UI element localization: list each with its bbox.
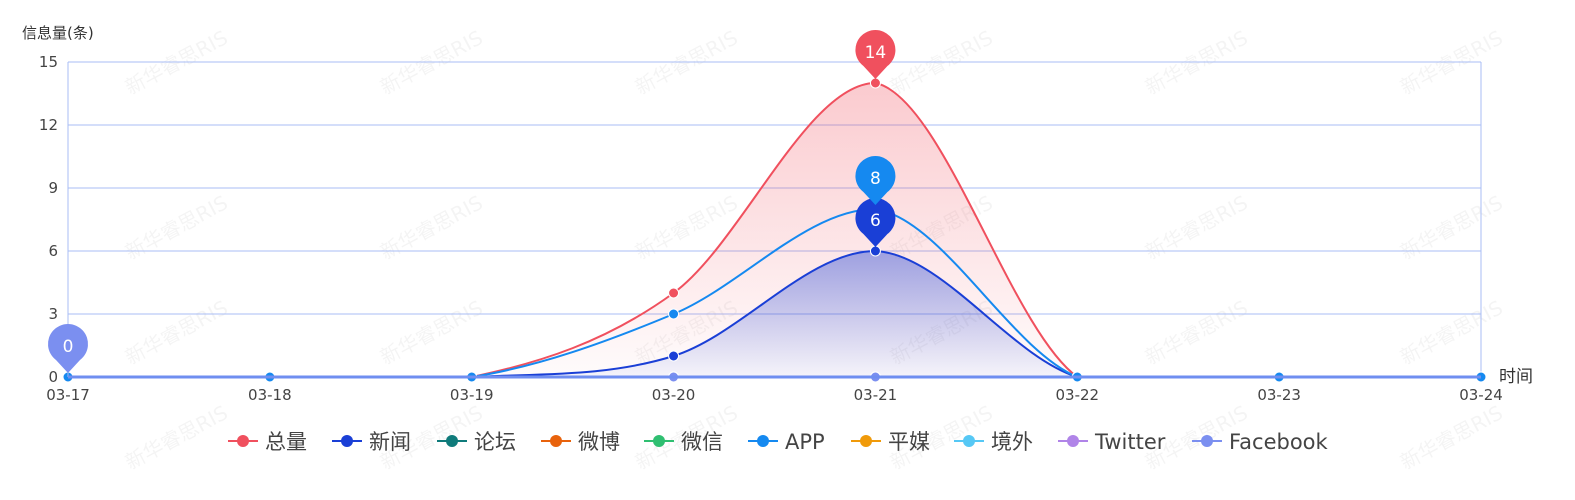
legend-item[interactable]: Twitter — [1058, 430, 1166, 454]
legend-dot-icon — [653, 435, 665, 447]
legend-label: Twitter — [1094, 430, 1166, 454]
value-marker-pin: 0 — [48, 324, 88, 373]
legend-label: 新闻 — [369, 430, 411, 454]
watermark-text: 新华睿思RIS — [376, 190, 487, 264]
legend-label: 总量 — [265, 430, 307, 454]
legend-label: Facebook — [1229, 430, 1329, 454]
legend-item[interactable]: 新闻 — [332, 430, 411, 454]
pin-value-label: 6 — [870, 211, 881, 231]
x-tick-label: 03-18 — [248, 386, 292, 404]
legend-item[interactable]: 境外 — [954, 430, 1033, 454]
series-area — [68, 83, 1481, 377]
y-tick-label: 0 — [48, 368, 58, 386]
watermark-text: 新华睿思RIS — [1396, 400, 1507, 474]
legend-label: 微信 — [681, 430, 723, 454]
pin-shape — [48, 324, 88, 373]
legend-dot-icon — [237, 435, 249, 447]
watermark-text: 新华睿思RIS — [1396, 190, 1507, 264]
value-marker-pin: 6 — [855, 197, 896, 247]
x-tick-label: 03-24 — [1459, 386, 1503, 404]
watermark-text: 新华睿思RIS — [1141, 295, 1252, 369]
y-tick-label: 15 — [39, 53, 58, 71]
y-tick-label: 3 — [48, 305, 58, 323]
watermark-text: 新华睿思RIS — [376, 295, 487, 369]
value-marker-pin: 14 — [855, 30, 896, 79]
data-point — [668, 308, 680, 320]
pin-value-label: 8 — [870, 169, 881, 189]
data-point — [869, 77, 881, 89]
x-tick-label: 03-20 — [652, 386, 696, 404]
pin-shape — [855, 155, 896, 205]
data-point — [668, 287, 680, 299]
y-tick-label: 9 — [48, 179, 58, 197]
legend-item[interactable]: APP — [748, 430, 825, 454]
x-tick-label: 03-19 — [450, 386, 494, 404]
legend: 总量 新闻 论坛 微博 微信 APP 平媒 境外 Twitter Facebook — [228, 430, 1329, 454]
x-tick-label: 03-21 — [854, 386, 898, 404]
pin-value-label: 0 — [63, 337, 74, 357]
watermark-text: 新华睿思RIS — [1141, 190, 1252, 264]
pin-shape — [855, 30, 896, 79]
legend-item[interactable]: 论坛 — [437, 430, 516, 454]
legend-item[interactable]: 微信 — [644, 430, 723, 454]
data-point — [869, 245, 881, 257]
legend-item[interactable]: 总量 — [228, 430, 307, 454]
x-tick-label: 03-23 — [1257, 386, 1301, 404]
legend-dot-icon — [1067, 435, 1079, 447]
y-tick-label: 12 — [39, 116, 58, 134]
legend-label: APP — [785, 430, 825, 454]
y-axis-title: 信息量(条) — [22, 24, 94, 42]
watermark-text: 新华睿思RIS — [1396, 295, 1507, 369]
legend-label: 境外 — [991, 430, 1033, 454]
x-tick-label: 03-17 — [46, 386, 90, 404]
pin-shape — [855, 197, 896, 247]
legend-dot-icon — [757, 435, 769, 447]
watermark-text: 新华睿思RIS — [121, 190, 232, 264]
legend-dot-icon — [860, 435, 872, 447]
pin-value-label: 14 — [865, 43, 887, 63]
legend-dot-icon — [341, 435, 353, 447]
legend-item[interactable]: 平媒 — [851, 430, 930, 454]
y-tick-label: 6 — [48, 242, 58, 260]
legend-item[interactable]: 微博 — [541, 430, 620, 454]
legend-dot-icon — [1201, 435, 1213, 447]
series-area — [68, 251, 1481, 377]
legend-item[interactable]: Facebook — [1192, 430, 1329, 454]
legend-dot-icon — [446, 435, 458, 447]
x-axis-title: 时间 — [1499, 367, 1533, 387]
legend-label: 平媒 — [888, 430, 930, 454]
value-marker-pin: 8 — [855, 155, 896, 205]
area-fills — [68, 83, 1481, 377]
x-tick-label: 03-22 — [1055, 386, 1099, 404]
legend-dot-icon — [963, 435, 975, 447]
watermark-text: 新华睿思RIS — [121, 295, 232, 369]
legend-dot-icon — [550, 435, 562, 447]
watermark-text: 新华睿思RIS — [121, 400, 232, 474]
legend-label: 论坛 — [474, 430, 516, 454]
legend-label: 微博 — [578, 430, 620, 454]
data-point — [668, 350, 680, 362]
value-markers: 14 6 8 0 — [48, 30, 896, 373]
